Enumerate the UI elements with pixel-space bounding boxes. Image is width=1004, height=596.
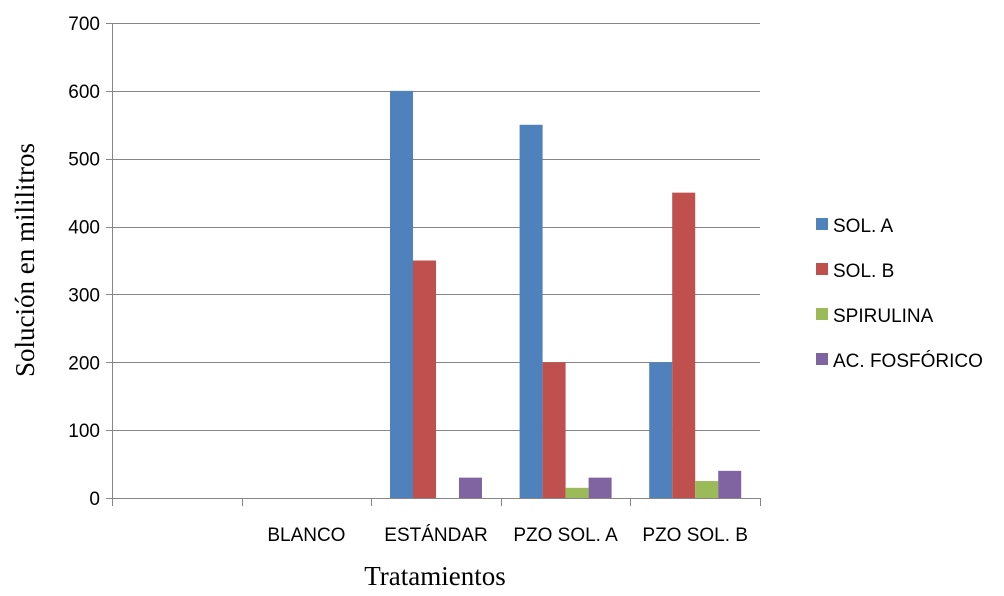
y-tick-label: 300 (68, 285, 100, 306)
y-tick-label: 700 (68, 14, 100, 35)
bar (413, 260, 436, 498)
y-tick-label: 400 (68, 218, 100, 239)
y-tick-label: 0 (89, 489, 100, 510)
legend-label: SOL. A (833, 216, 894, 237)
legend: SOL. A SOL. B SPIRULINA AC. FOSFÓRICO (816, 216, 983, 372)
legend-swatch (816, 263, 828, 275)
y-axis-title: Solución en mililitros (10, 143, 40, 377)
x-tick-label: PZO SOL. A (513, 525, 618, 546)
bar (519, 124, 543, 499)
x-tick-label: PZO SOL. B (642, 525, 748, 546)
bar (390, 90, 413, 498)
legend-swatch (816, 308, 828, 320)
legend-swatch (816, 353, 828, 365)
axes (106, 23, 761, 506)
y-tick-labels: 0 100 200 300 400 500 600 700 (68, 14, 100, 510)
bar (718, 470, 742, 498)
y-tick-label: 100 (68, 421, 100, 442)
x-tick-label: BLANCO (267, 525, 345, 546)
bar (588, 477, 612, 498)
bar (672, 192, 696, 498)
bar (695, 481, 719, 498)
x-tick-labels: BLANCO ESTÁNDAR PZO SOL. A PZO SOL. B (267, 525, 748, 546)
legend-swatch (816, 218, 828, 230)
x-axis-title: Tratamientos (364, 561, 506, 591)
bar (649, 362, 673, 498)
bar (565, 487, 589, 498)
y-tick-label: 500 (68, 150, 100, 171)
legend-label: SOL. B (833, 261, 894, 282)
x-tick-label: ESTÁNDAR (384, 525, 487, 546)
bar (542, 362, 566, 498)
y-tick-label: 600 (68, 82, 100, 103)
y-tick-label: 200 (68, 353, 100, 374)
bars (390, 90, 742, 499)
legend-label: AC. FOSFÓRICO (833, 350, 983, 372)
bar (459, 477, 482, 498)
legend-label: SPIRULINA (833, 306, 934, 327)
